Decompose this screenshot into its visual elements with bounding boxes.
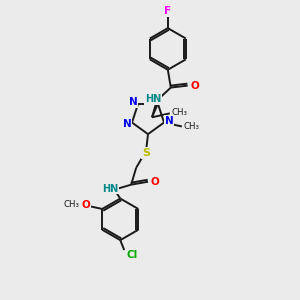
- Text: HN: HN: [145, 94, 161, 104]
- Text: S: S: [142, 148, 150, 158]
- Text: O: O: [151, 177, 159, 187]
- Text: CH₃: CH₃: [64, 200, 80, 209]
- Text: HN: HN: [102, 184, 119, 194]
- Text: CH₃: CH₃: [172, 108, 188, 117]
- Text: N: N: [129, 97, 137, 107]
- Text: N: N: [123, 119, 131, 130]
- Text: Cl: Cl: [127, 250, 138, 260]
- Text: CH₃: CH₃: [184, 122, 200, 131]
- Text: N: N: [165, 116, 173, 125]
- Text: O: O: [81, 200, 90, 210]
- Text: O: O: [190, 81, 199, 91]
- Text: F: F: [164, 6, 171, 16]
